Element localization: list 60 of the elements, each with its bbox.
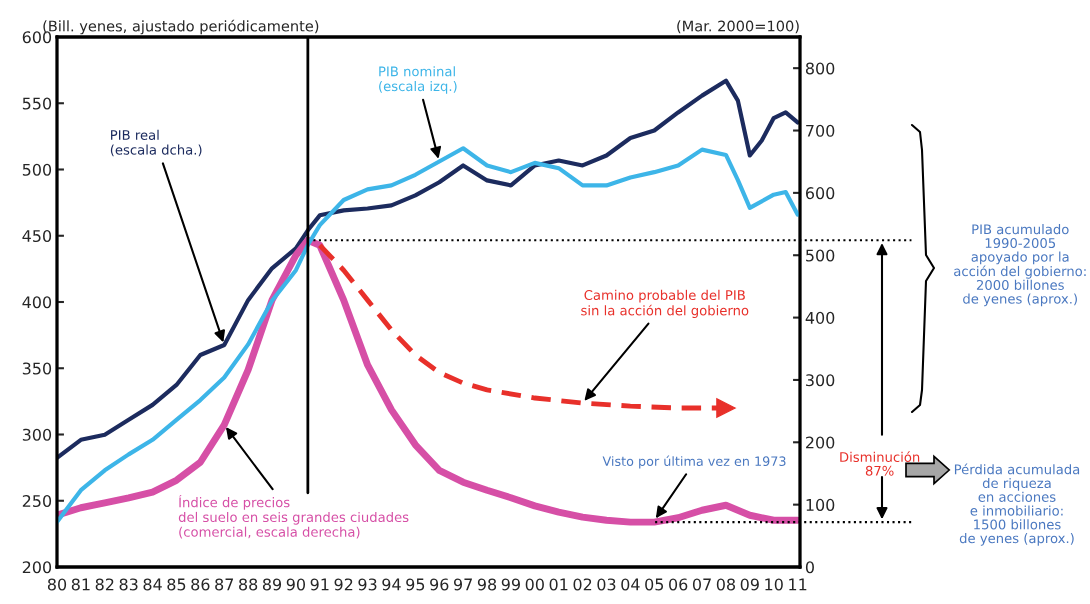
y2-tick-label: 100 [806, 498, 835, 511]
text: PIB nominal (escala izq.) [379, 66, 457, 94]
y-tick-label: 350 [22, 362, 52, 375]
x-tick-label: 09 [740, 578, 759, 591]
x-tick-label: 03 [597, 578, 616, 591]
y2-tick-label: 400 [805, 311, 835, 324]
x-tick-label: 87 [215, 578, 234, 591]
y-tick-label: 200 [22, 561, 52, 574]
x-tick-label: 81 [71, 578, 90, 591]
x-tick-label: 92 [334, 578, 353, 591]
x-tick-label: 90 [286, 578, 306, 591]
y2-tick-label: 700 [806, 124, 835, 137]
x-tick-label: 83 [119, 578, 138, 591]
x-tick-label: 99 [501, 578, 520, 591]
x-tick-label: 00 [525, 578, 544, 591]
x-tick-label: 10 [765, 578, 783, 591]
x-tick-label: 06 [669, 578, 688, 591]
x-tick-label: 05 [645, 578, 664, 591]
line-series [57, 146, 800, 525]
y2-tick-label: 500 [806, 249, 835, 262]
x-tick-label: 80 [47, 578, 67, 591]
y-tick-label: 500 [22, 163, 52, 176]
x-tick-label: 82 [95, 578, 114, 591]
x-tick-label: 95 [406, 578, 425, 591]
y2-tick-label: 300 [806, 374, 835, 387]
y2-tick-label: 800 [805, 62, 835, 75]
x-tick-label: 98 [477, 578, 497, 591]
annotation: Visto por última vez en 1973 [602, 455, 786, 469]
x-tick-label: 88 [239, 578, 258, 591]
text: PIB acumulado 1990-2005 apoyado por la acción del gobierno: 2000 billones de yenes (aprox.) [954, 224, 1086, 307]
y-tick-label: 300 [22, 428, 52, 441]
y2-tick-label: 600 [805, 187, 835, 200]
y-tick-label: 400 [22, 296, 52, 309]
x-tick-label: 91 [310, 578, 329, 591]
x-tick-label: 89 [262, 578, 282, 591]
y-tick-label: 250 [22, 494, 52, 508]
x-tick-label: 84 [143, 578, 162, 591]
x-tick-label: 93 [358, 578, 377, 591]
series-label: Índice de precios del suelo en seis grandes ciudades (comercial, escala derecha) [178, 494, 409, 539]
x-tick-label: 08 [716, 578, 736, 591]
y2-tick-label: 0 [805, 561, 814, 574]
x-tick-label: 11 [789, 578, 807, 591]
x-tick-label: 86 [191, 578, 210, 591]
y-tick-label: 550 [22, 97, 52, 110]
text: Pérdida acumulada de riqueza en acciones e inmobiliario: 1500 billones de yenes (aprox.) [954, 463, 1080, 546]
x-tick-label: 04 [621, 578, 640, 591]
y-tick-label: 600 [22, 31, 52, 44]
text: Camino probable del PIB sin la acción del gobierno [581, 289, 749, 318]
text: PIB real (escala dcha.) [110, 129, 202, 157]
x-tick-label: 85 [167, 578, 186, 591]
x-tick-label: 07 [692, 578, 711, 591]
text: Disminución 87% [840, 451, 920, 476]
x-tick-label: 96 [430, 578, 449, 591]
x-tick-label: 01 [549, 578, 568, 591]
y2-axis-title: (Mar. 2000=100) [677, 20, 799, 34]
y2-tick-label: 200 [806, 436, 835, 449]
x-tick-label: 02 [573, 578, 592, 591]
y-tick-label: 450 [22, 229, 52, 243]
x-tick-label: 97 [453, 578, 472, 591]
x-tick-label: 94 [382, 578, 401, 591]
